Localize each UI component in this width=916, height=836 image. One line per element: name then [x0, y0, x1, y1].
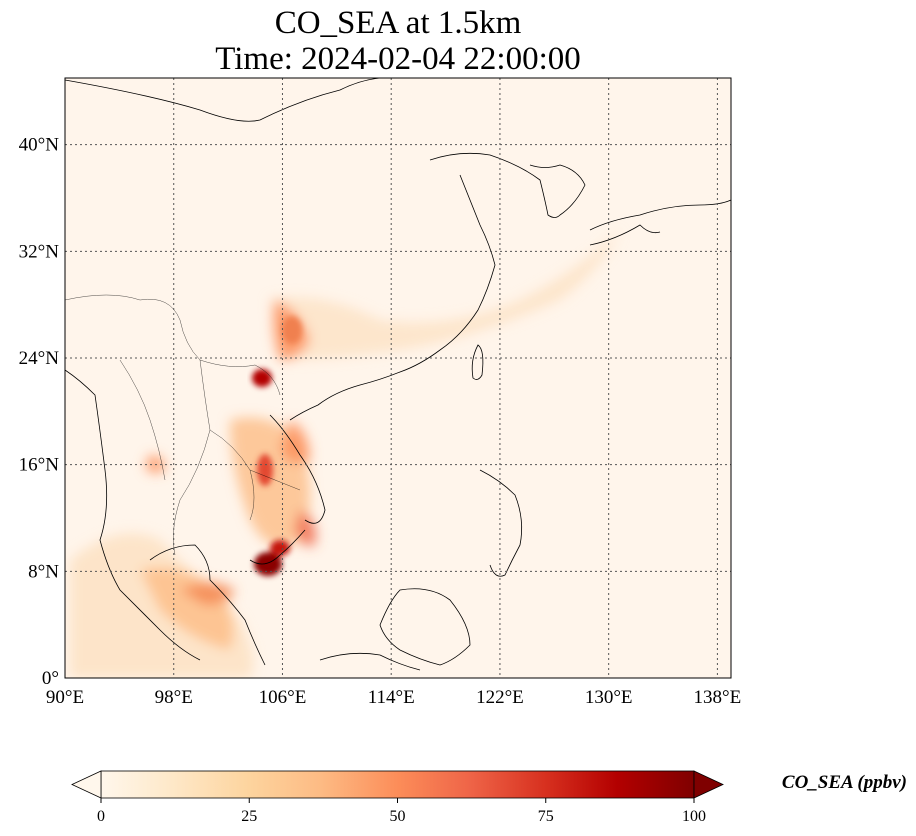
colorbar-tick-label: 0 — [97, 808, 105, 825]
longitude-tick-label: 130°E — [585, 687, 633, 708]
map-frame — [64, 77, 732, 679]
latitude-tick-label: 40°N — [19, 135, 60, 156]
longitude-tick-label: 138°E — [694, 687, 742, 708]
longitude-tick-label: 114°E — [368, 687, 415, 708]
colorbar-tick-label: 75 — [538, 808, 554, 825]
colorbar-extend-high — [693, 770, 724, 799]
colorbar: 0 25 50 75 100 CO_SEA (ppbv) — [71, 770, 907, 825]
longitude-tick-label: 106°E — [259, 687, 307, 708]
colorbar-gradient — [100, 770, 695, 799]
gridlines — [65, 78, 731, 678]
colorbar-tick-label: 100 — [682, 808, 706, 825]
colorbar-extend-low — [71, 770, 102, 799]
longitude-tick-labels: 90°E 98°E 106°E 114°E 122°E 130°E 138°E — [46, 687, 741, 708]
map-subtitle-time: Time: 2024-02-04 22:00:00 — [215, 41, 581, 77]
co-concentration-field — [65, 78, 731, 678]
latitude-tick-labels: 0° 8°N 16°N 24°N 32°N 40°N — [19, 135, 60, 689]
latitude-tick-label: 8°N — [28, 561, 59, 582]
colorbar-tick-label: 50 — [390, 808, 406, 825]
longitude-tick-label: 122°E — [476, 687, 524, 708]
latitude-tick-label: 24°N — [19, 348, 60, 369]
latitude-tick-label: 32°N — [19, 241, 60, 262]
map-title: CO_SEA at 1.5km — [274, 5, 522, 41]
longitude-tick-label: 98°E — [155, 687, 193, 708]
pollution-hotspots — [252, 316, 302, 576]
colorbar-label: CO_SEA (ppbv) — [782, 772, 907, 793]
colorbar-ticks: 0 25 50 75 100 — [97, 798, 706, 825]
latitude-tick-label: 0° — [42, 668, 59, 689]
longitude-tick-label: 90°E — [46, 687, 84, 708]
latitude-tick-label: 16°N — [19, 455, 60, 476]
colorbar-tick-label: 25 — [241, 808, 257, 825]
